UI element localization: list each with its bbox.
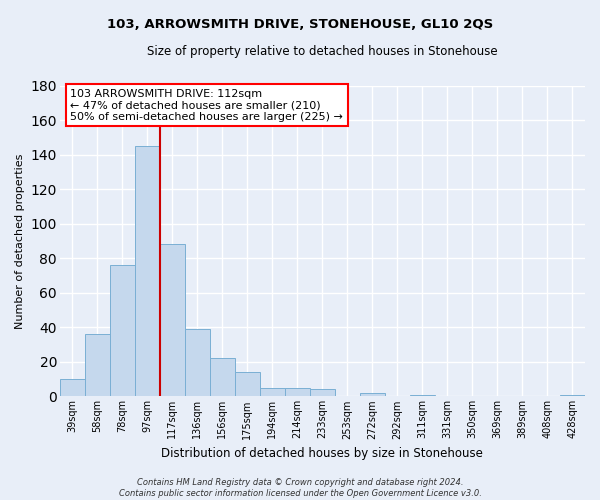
Bar (210, 358, 235, 397)
Bar (135, 146, 160, 397)
Y-axis label: Number of detached properties: Number of detached properties (15, 154, 25, 328)
X-axis label: Distribution of detached houses by size in Stonehouse: Distribution of detached houses by size … (161, 447, 484, 460)
Bar (310, 390, 335, 396)
Bar (60, 379, 85, 396)
Bar (185, 329, 210, 396)
Bar (85, 334, 110, 396)
Bar (410, 394, 435, 396)
Text: 103, ARROWSMITH DRIVE, STONEHOUSE, GL10 2QS: 103, ARROWSMITH DRIVE, STONEHOUSE, GL10 … (107, 18, 493, 30)
Bar (285, 388, 310, 396)
Text: Contains HM Land Registry data © Crown copyright and database right 2024.
Contai: Contains HM Land Registry data © Crown c… (119, 478, 481, 498)
Bar (260, 388, 285, 396)
Bar (160, 244, 185, 396)
Bar (110, 265, 135, 396)
Bar (235, 372, 260, 396)
Bar (560, 394, 585, 396)
Bar (360, 393, 385, 396)
Title: Size of property relative to detached houses in Stonehouse: Size of property relative to detached ho… (147, 45, 498, 58)
Text: 103 ARROWSMITH DRIVE: 112sqm
← 47% of detached houses are smaller (210)
50% of s: 103 ARROWSMITH DRIVE: 112sqm ← 47% of de… (70, 88, 343, 122)
